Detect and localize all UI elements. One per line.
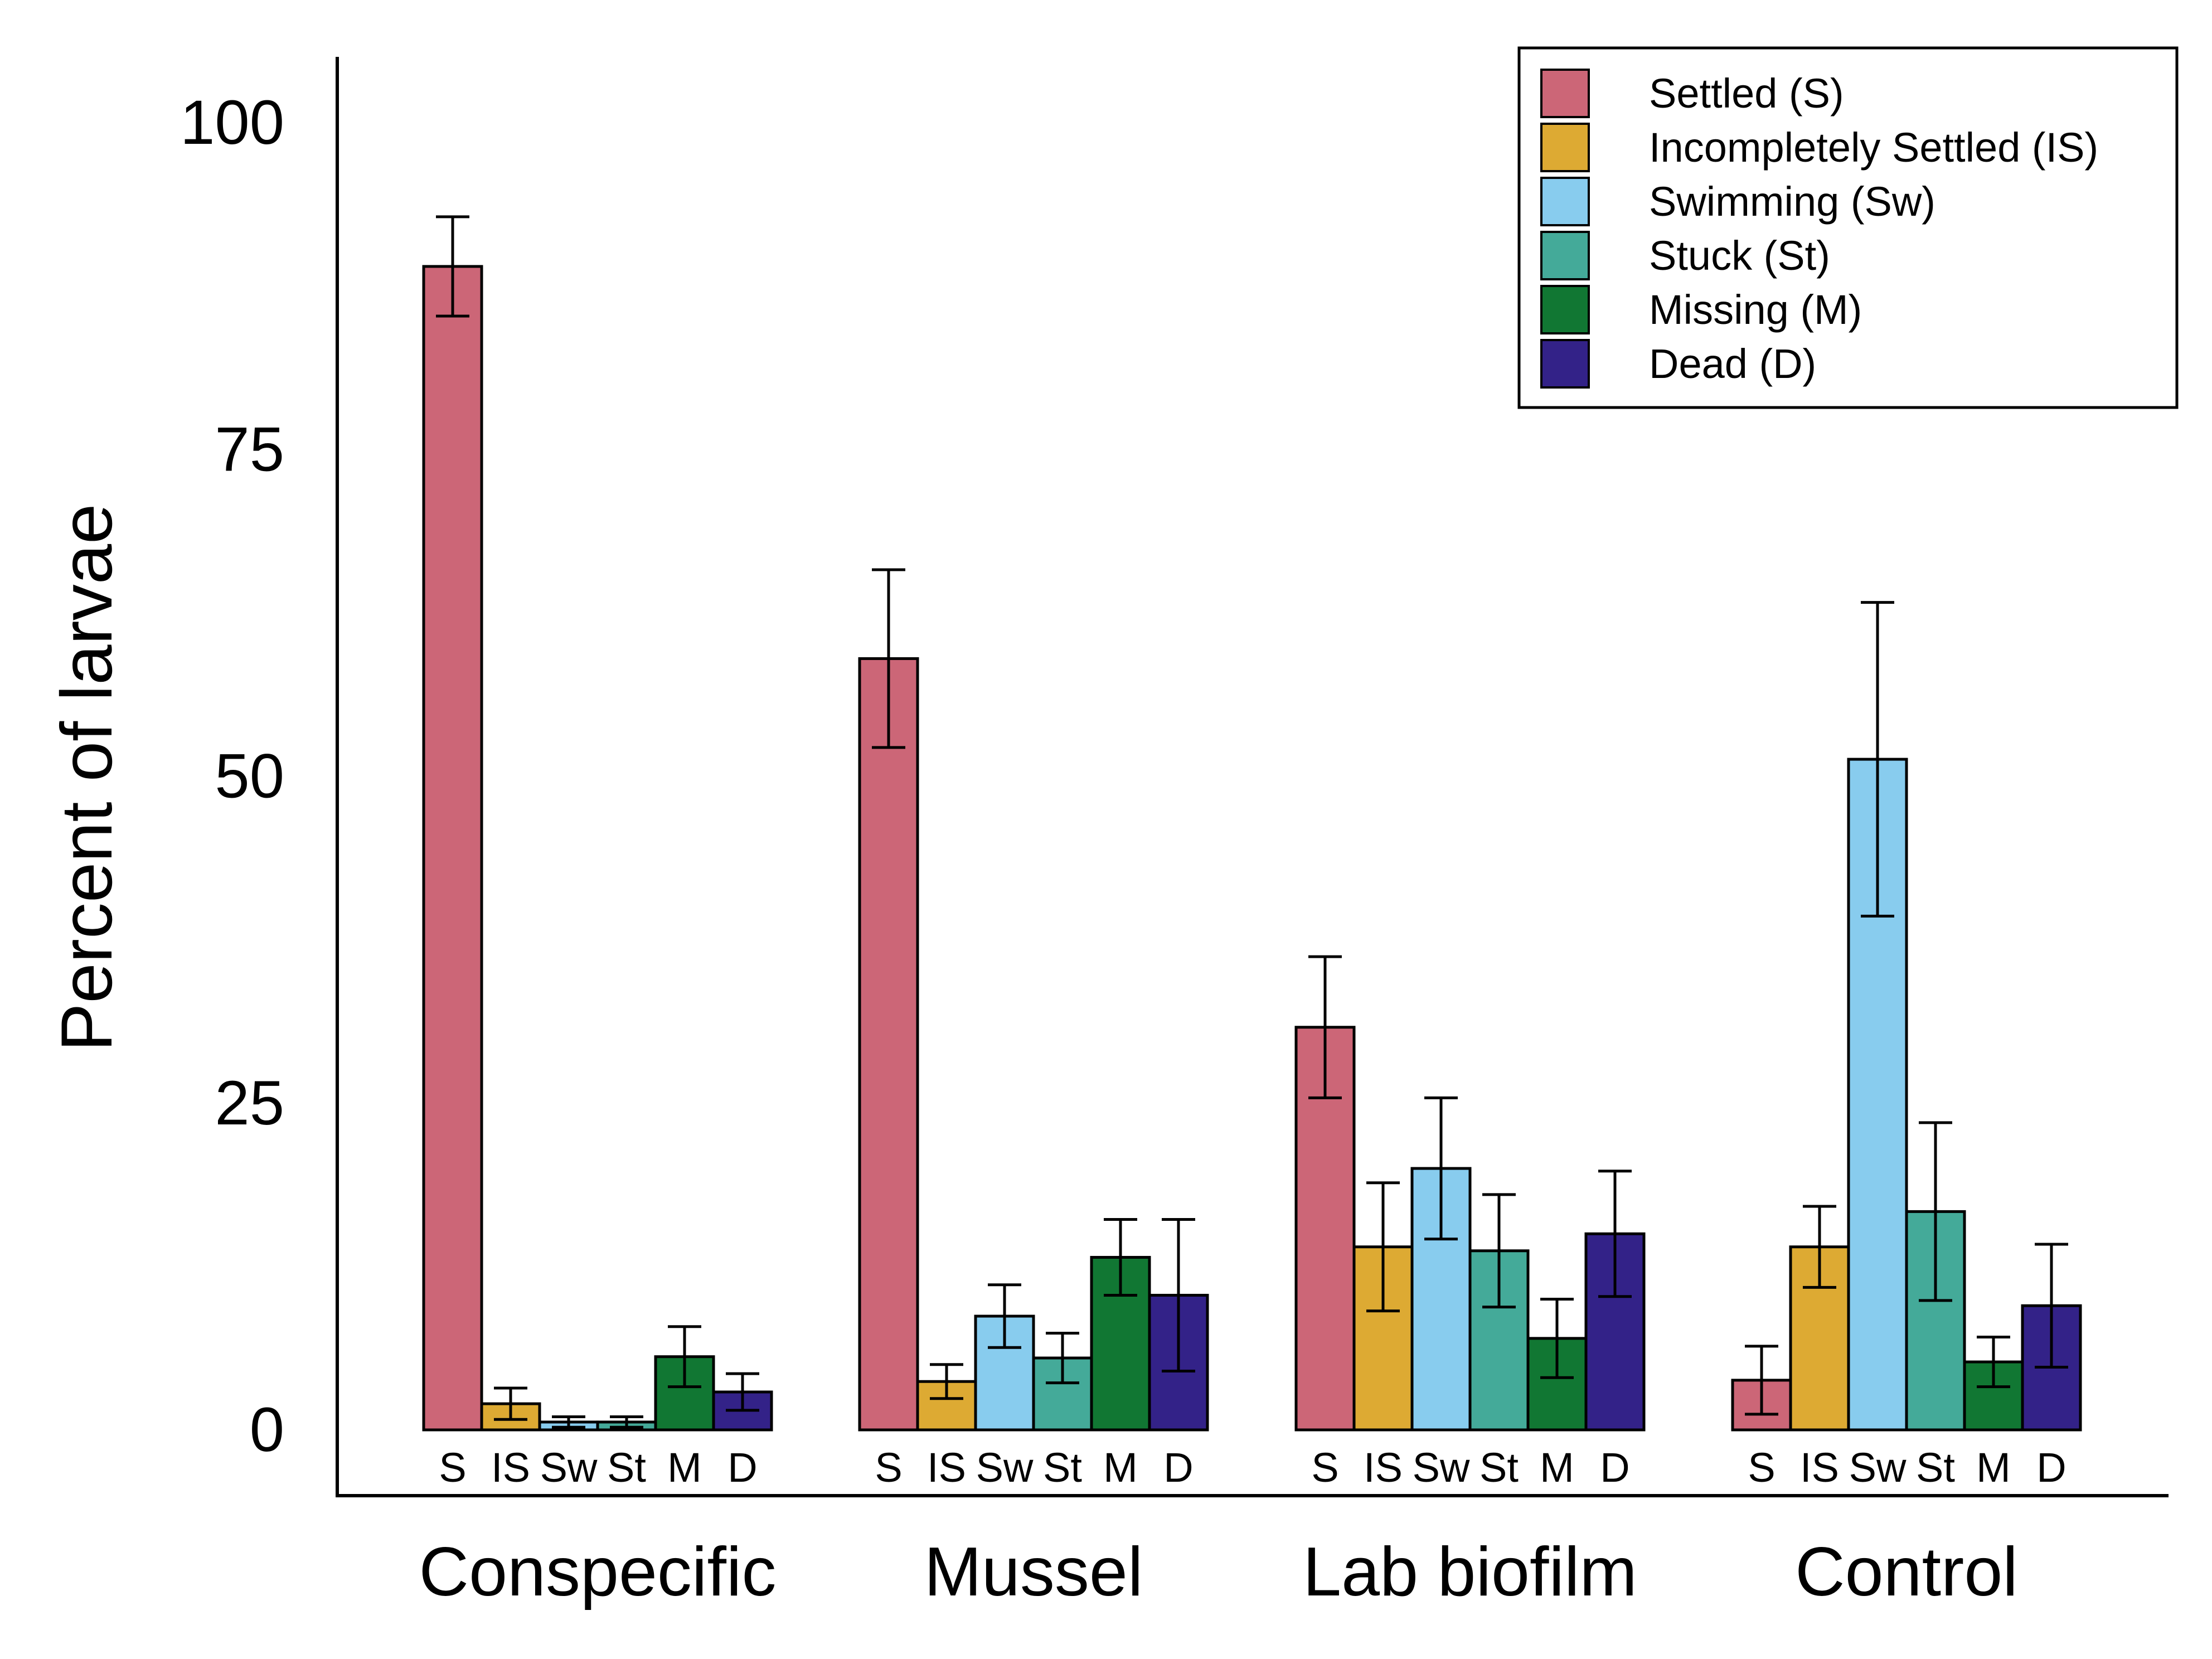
bar-label: Sw [976,1444,1034,1491]
legend-label: Incompletely Settled (IS) [1649,124,2098,171]
bar [422,265,483,1432]
bar-label: St [607,1444,646,1491]
legend-label: Missing (M) [1649,287,1862,333]
y-tick-label: 0 [250,1395,284,1464]
bar-label: St [1043,1444,1082,1491]
bar-label: IS [491,1444,530,1491]
y-tick-label: 100 [180,88,284,157]
legend-swatch [1540,339,1590,389]
bars [422,215,2082,1432]
x-category-label: Conspecific [419,1534,777,1611]
bar-label: IS [927,1444,966,1491]
legend-label: Settled (S) [1649,70,1844,117]
bar-label: D [1600,1444,1629,1491]
x-category-label: Lab biofilm [1303,1534,1637,1611]
axes [336,57,2169,1497]
legend-swatch [1540,177,1590,226]
bar-label: St [1479,1444,1519,1491]
bar-label: Sw [1849,1444,1907,1491]
legend: Settled (S) Incompletely Settled (IS) Swim… [1517,46,2179,409]
bar-label: IS [1364,1444,1403,1491]
y-axis-title: Percent of larvae [46,504,127,1052]
legend-swatch [1540,123,1590,172]
bar-label: S [1748,1444,1775,1491]
y-tick-label: 25 [215,1068,284,1138]
bar-label: D [727,1444,757,1491]
y-tick-label: 75 [215,414,284,484]
bar-label: S [439,1444,466,1491]
legend-label: Dead (D) [1649,341,1816,387]
bar-label: M [1103,1444,1138,1491]
bar-label: D [1163,1444,1193,1491]
bar [858,657,919,1432]
legend-label: Swimming (Sw) [1649,178,1936,225]
bar-label: M [667,1444,702,1491]
legend-box [1517,46,2179,409]
legend-label: Stuck (St) [1649,232,1830,279]
bar-label: D [2036,1444,2066,1491]
bar-label: St [1916,1444,1955,1491]
y-tick-label: 50 [215,741,284,811]
bar-label: S [875,1444,902,1491]
bar-label: IS [1800,1444,1839,1491]
bar-label: S [1311,1444,1338,1491]
bar-label: M [1976,1444,2011,1491]
x-category-label: Mussel [924,1534,1143,1611]
legend-swatch [1540,285,1590,334]
legend-swatch [1540,231,1590,280]
bar-label: Sw [1413,1444,1470,1491]
bar-label: M [1540,1444,1574,1491]
x-category-label: Control [1795,1534,2018,1611]
legend-swatch [1540,69,1590,118]
bar-label: Sw [540,1444,598,1491]
